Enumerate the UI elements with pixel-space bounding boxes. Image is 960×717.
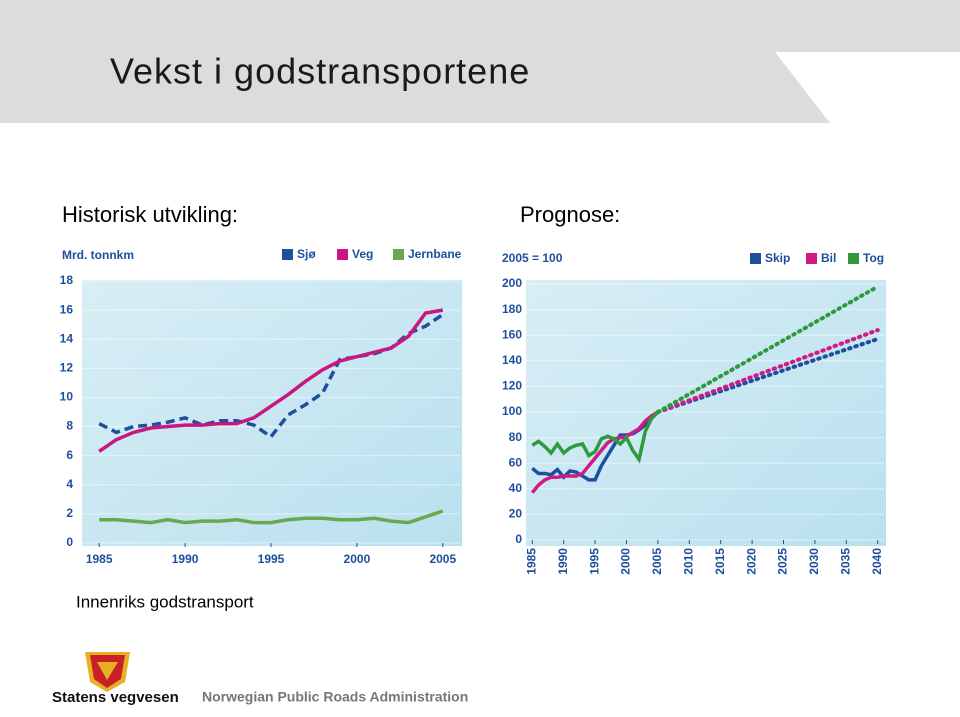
- forecast-line: [655, 284, 880, 414]
- slide-title: Vekst i godstransportene: [110, 51, 530, 92]
- y-tick-label: 6: [66, 448, 73, 462]
- x-tick-label: 2010: [681, 548, 695, 575]
- x-tick-label: 2000: [344, 552, 371, 566]
- x-tick-label: 1995: [587, 548, 601, 575]
- plot-background: [526, 280, 886, 546]
- x-tick-label: 1985: [86, 552, 113, 566]
- legend-swatch: [806, 253, 817, 264]
- y-tick-label: 20: [509, 507, 523, 521]
- x-tick-label: 2015: [713, 548, 727, 575]
- series-line: [98, 313, 444, 440]
- y-tick-label: 180: [502, 302, 522, 316]
- x-tick-label: 2035: [838, 548, 852, 575]
- y-tick-label: 60: [509, 455, 523, 469]
- legend-swatch: [393, 249, 404, 260]
- legend-label: Bil: [821, 251, 836, 265]
- x-tick-label: 2005: [429, 552, 456, 566]
- y-tick-label: 2: [66, 506, 73, 520]
- y-tick-label: 8: [66, 419, 73, 433]
- legend-label: Veg: [352, 247, 373, 261]
- x-tick-label: 2025: [776, 548, 790, 575]
- legend-swatch: [750, 253, 761, 264]
- y-axis-label: Mrd. tonnkm: [62, 248, 134, 262]
- y-tick-label: 0: [515, 532, 522, 546]
- legend-swatch: [337, 249, 348, 260]
- y-tick-label: 140: [502, 353, 522, 367]
- x-tick-label: 2030: [807, 548, 821, 575]
- y-tick-label: 14: [60, 331, 74, 345]
- series-line: [99, 509, 444, 525]
- x-tick-label: 2020: [744, 548, 758, 575]
- plot-background: [82, 280, 462, 546]
- chart-title: Historisk utvikling:: [62, 202, 238, 227]
- x-tick-label: 1995: [258, 552, 285, 566]
- x-tick-label: 2040: [870, 548, 884, 575]
- forecast-line: [655, 328, 880, 414]
- y-tick-label: 16: [60, 302, 74, 316]
- series-line: [531, 410, 660, 464]
- y-tick-label: 80: [509, 430, 523, 444]
- y-tick-label: 4: [66, 477, 73, 491]
- legend-label: Sjø: [297, 247, 316, 261]
- legend-swatch: [282, 249, 293, 260]
- legend-label: Skip: [765, 251, 790, 265]
- legend-label: Jernbane: [408, 247, 462, 261]
- y-tick-label: 100: [502, 404, 522, 418]
- y-axis-label: 2005 = 100: [502, 251, 563, 265]
- chart-title: Prognose:: [520, 202, 620, 227]
- footer-org-en: Norwegian Public Roads Administration: [202, 689, 468, 705]
- y-tick-label: 12: [60, 361, 74, 375]
- legend-swatch: [848, 253, 859, 264]
- x-tick-label: 1985: [524, 548, 538, 575]
- y-tick-label: 200: [502, 276, 522, 290]
- y-tick-label: 18: [60, 273, 74, 287]
- title-band: [0, 0, 960, 123]
- y-tick-label: 120: [502, 379, 522, 393]
- x-tick-label: 2000: [619, 548, 633, 575]
- legend-label: Tog: [863, 251, 884, 265]
- y-tick-label: 10: [60, 390, 74, 404]
- x-tick-label: 2005: [650, 548, 664, 575]
- y-tick-label: 40: [509, 481, 523, 495]
- x-tick-label: 1990: [556, 548, 570, 575]
- caption: Innenriks godstransport: [76, 592, 254, 611]
- y-tick-label: 160: [502, 327, 522, 341]
- logo: [85, 652, 130, 692]
- series-line: [530, 410, 659, 494]
- footer-org: Statens vegvesen: [52, 689, 179, 706]
- series-line: [98, 308, 444, 453]
- y-tick-label: 0: [66, 535, 73, 549]
- x-tick-label: 1990: [172, 552, 199, 566]
